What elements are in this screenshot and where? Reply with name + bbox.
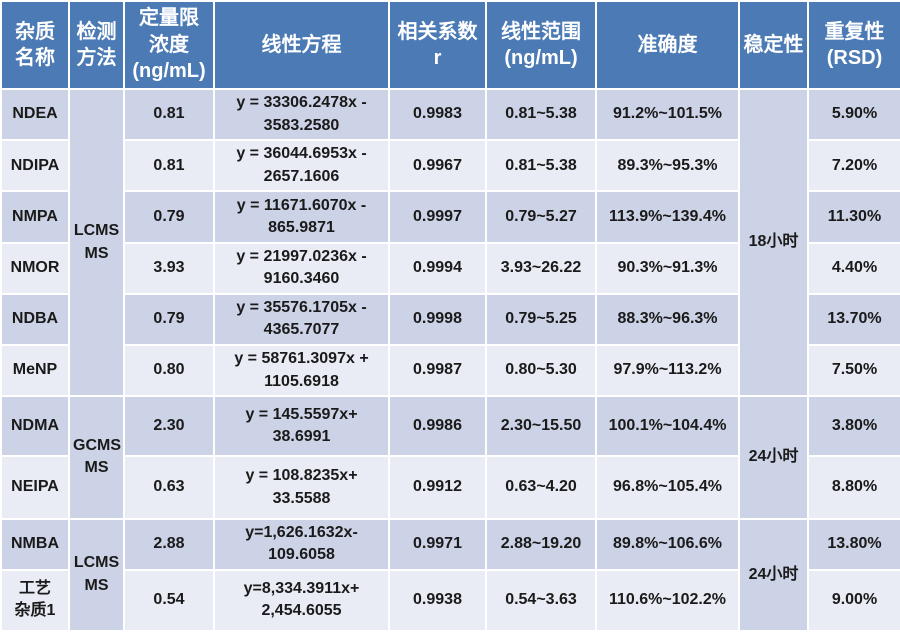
table-row: NMBA LCMS MS 2.88 y=1,626.1632x- 109.605… <box>0 517 900 632</box>
header-linear-equation: 线性方程 <box>213 0 390 90</box>
header-stability: 稳定性 <box>738 0 809 90</box>
header-row: 杂质 名称 检测 方法 定量限 浓度 (ng/mL) 线性方程 相关系数 r 线… <box>0 0 900 90</box>
cell-accuracy: 100.1%~104.4% <box>595 395 740 458</box>
cell-accuracy: 110.6%~102.2% <box>595 568 740 632</box>
cell-method-group-lcmsms-2: LCMS MS <box>68 517 125 632</box>
cell-rsd: 7.20% <box>807 139 900 193</box>
cell-r: 0.9967 <box>388 139 487 193</box>
cell-loq: 3.93 <box>123 241 215 295</box>
cell-accuracy: 89.3%~95.3% <box>595 139 740 193</box>
cell-accuracy: 90.3%~91.3% <box>595 241 740 295</box>
cell-rsd: 5.90% <box>807 87 900 142</box>
cell-equation: y = 145.5597x+ 38.6991 <box>213 395 390 458</box>
cell-r: 0.9912 <box>388 455 487 520</box>
cell-accuracy: 97.9%~113.2% <box>595 344 740 398</box>
cell-rsd: 13.70% <box>807 292 900 347</box>
cell-range: 0.63~4.20 <box>485 455 597 520</box>
cell-r: 0.9997 <box>388 190 487 244</box>
cell-equation: y=8,334.3911x+ 2,454.6055 <box>213 568 390 632</box>
cell-accuracy: 91.2%~101.5% <box>595 87 740 142</box>
cell-r: 0.9987 <box>388 344 487 398</box>
table-row: NDBA 0.79 y = 35576.1705x - 4365.7077 0.… <box>0 292 900 347</box>
cell-equation: y = 108.8235x+ 33.5588 <box>213 455 390 520</box>
cell-accuracy: 88.3%~96.3% <box>595 292 740 347</box>
cell-name: 工艺 杂质1 <box>0 568 70 632</box>
cell-rsd: 13.80% <box>807 517 900 571</box>
cell-rsd: 8.80% <box>807 455 900 520</box>
cell-rsd: 3.80% <box>807 395 900 458</box>
cell-name: NDMA <box>0 395 70 458</box>
cell-equation: y = 58761.3097x + 1105.6918 <box>213 344 390 398</box>
cell-loq: 2.30 <box>123 395 215 458</box>
cell-loq: 0.80 <box>123 344 215 398</box>
cell-r: 0.9983 <box>388 87 487 142</box>
cell-equation: y = 21997.0236x - 9160.3460 <box>213 241 390 295</box>
cell-r: 0.9986 <box>388 395 487 458</box>
cell-name: NMPA <box>0 190 70 244</box>
cell-loq: 0.81 <box>123 87 215 142</box>
cell-r: 0.9998 <box>388 292 487 347</box>
cell-range: 2.88~19.20 <box>485 517 597 571</box>
table-row: NDEA LCMS MS 0.81 y = 33306.2478x - 3583… <box>0 87 900 398</box>
cell-range: 3.93~26.22 <box>485 241 597 295</box>
cell-rsd: 11.30% <box>807 190 900 244</box>
cell-equation: y = 35576.1705x - 4365.7077 <box>213 292 390 347</box>
table-row: NMPA 0.79 y = 11671.6070x - 865.9871 0.9… <box>0 190 900 244</box>
cell-rsd: 9.00% <box>807 568 900 632</box>
cell-name: NMOR <box>0 241 70 295</box>
cell-range: 2.30~15.50 <box>485 395 597 458</box>
cell-equation: y = 36044.6953x - 2657.1606 <box>213 139 390 193</box>
cell-stability-group-18h: 18小时 <box>738 87 809 398</box>
cell-name: NDIPA <box>0 139 70 193</box>
cell-equation: y = 11671.6070x - 865.9871 <box>213 190 390 244</box>
cell-accuracy: 113.9%~139.4% <box>595 190 740 244</box>
cell-stability-group-24h-1: 24小时 <box>738 395 809 520</box>
table-row: MeNP 0.80 y = 58761.3097x + 1105.6918 0.… <box>0 344 900 398</box>
cell-r: 0.9971 <box>388 517 487 571</box>
cell-range: 0.54~3.63 <box>485 568 597 632</box>
cell-range: 0.80~5.30 <box>485 344 597 398</box>
cell-loq: 2.88 <box>123 517 215 571</box>
cell-equation: y=1,626.1632x- 109.6058 <box>213 517 390 571</box>
header-correlation-coefficient: 相关系数 r <box>388 0 487 90</box>
cell-method-group-lcmsms-1: LCMS MS <box>68 87 125 398</box>
cell-range: 0.81~5.38 <box>485 87 597 142</box>
header-impurity-name: 杂质 名称 <box>0 0 70 90</box>
cell-loq: 0.63 <box>123 455 215 520</box>
cell-name: NDBA <box>0 292 70 347</box>
header-loq-concentration: 定量限 浓度 (ng/mL) <box>123 0 215 90</box>
header-detection-method: 检测 方法 <box>68 0 125 90</box>
cell-loq: 0.81 <box>123 139 215 193</box>
cell-name: NDEA <box>0 87 70 142</box>
cell-loq: 0.79 <box>123 190 215 244</box>
header-repeatability-rsd: 重复性 (RSD) <box>807 0 900 90</box>
cell-loq: 0.79 <box>123 292 215 347</box>
cell-rsd: 4.40% <box>807 241 900 295</box>
table-row: NEIPA 0.63 y = 108.8235x+ 33.5588 0.9912… <box>0 455 900 520</box>
cell-loq: 0.54 <box>123 568 215 632</box>
cell-accuracy: 96.8%~105.4% <box>595 455 740 520</box>
cell-range: 0.79~5.25 <box>485 292 597 347</box>
table-row: 工艺 杂质1 0.54 y=8,334.3911x+ 2,454.6055 0.… <box>0 568 900 632</box>
cell-stability-group-24h-2: 24小时 <box>738 517 809 632</box>
cell-name: NMBA <box>0 517 70 571</box>
cell-name: MeNP <box>0 344 70 398</box>
cell-rsd: 7.50% <box>807 344 900 398</box>
table-row: NDMA GCMS MS 2.30 y = 145.5597x+ 38.6991… <box>0 395 900 520</box>
cell-method-group-gcmsms: GCMS MS <box>68 395 125 520</box>
table-row: NMOR 3.93 y = 21997.0236x - 9160.3460 0.… <box>0 241 900 295</box>
header-accuracy: 准确度 <box>595 0 740 90</box>
cell-equation: y = 33306.2478x - 3583.2580 <box>213 87 390 142</box>
cell-range: 0.79~5.27 <box>485 190 597 244</box>
header-linear-range: 线性范围 (ng/mL) <box>485 0 597 90</box>
cell-accuracy: 89.8%~106.6% <box>595 517 740 571</box>
cell-range: 0.81~5.38 <box>485 139 597 193</box>
cell-r: 0.9938 <box>388 568 487 632</box>
table-row: NDIPA 0.81 y = 36044.6953x - 2657.1606 0… <box>0 139 900 193</box>
cell-r: 0.9994 <box>388 241 487 295</box>
cell-name: NEIPA <box>0 455 70 520</box>
